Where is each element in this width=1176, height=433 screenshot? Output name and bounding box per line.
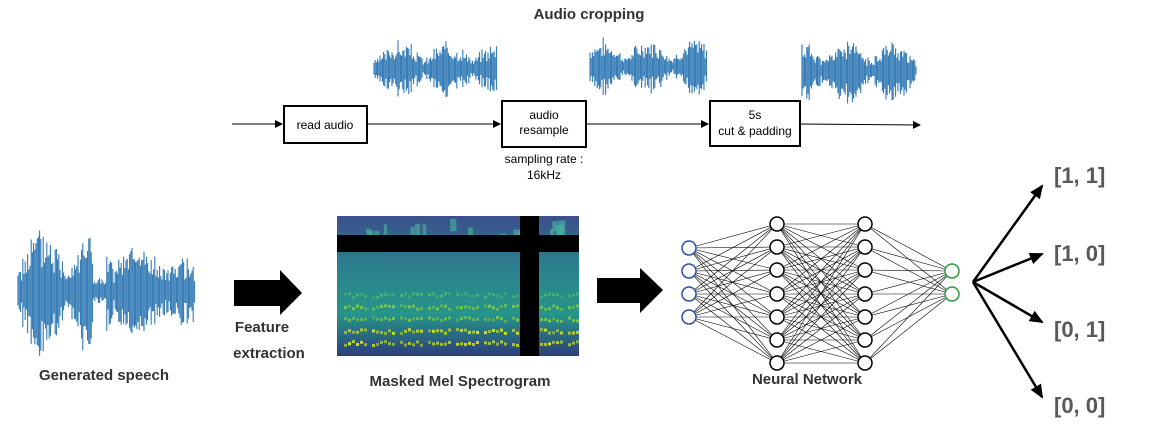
feature-label-1: Feature: [235, 319, 289, 336]
network-arrow-icon: [597, 268, 663, 313]
waveform-raw: [373, 40, 497, 98]
hidden-node: [857, 355, 873, 371]
output-arrow-1: [971, 184, 1044, 283]
cut-label-2: cut & padding: [718, 124, 791, 138]
neural-network: [681, 216, 960, 371]
network-connections: [688, 223, 953, 364]
output-arrow-2: [972, 252, 1044, 284]
waveform-cropped: [801, 41, 917, 104]
pipeline-waves: [373, 37, 917, 104]
hidden-node: [857, 262, 873, 278]
input-node: [681, 286, 697, 302]
hidden-node: [769, 262, 785, 278]
hidden-node: [857, 286, 873, 302]
output-node: [944, 263, 960, 279]
flow-arrow-out: [799, 120, 921, 129]
input-node: [681, 240, 697, 256]
feature-arrow-icon: [234, 270, 302, 315]
input-node: [681, 309, 697, 325]
resample-box: [501, 100, 587, 148]
hidden-node: [857, 332, 873, 348]
waveform-generated-speech: [17, 230, 195, 356]
pipeline-flow: read audio audio resample sampling rate …: [232, 100, 921, 182]
sampling-rate-label-1: sampling rate :: [505, 152, 584, 166]
resample-label-1: audio: [529, 108, 559, 122]
hidden-node: [769, 239, 785, 255]
time-mask: [520, 216, 539, 356]
hidden-node: [857, 309, 873, 325]
output-node: [944, 286, 960, 302]
output-label-4: [0, 0]: [1054, 393, 1105, 418]
hidden-node: [769, 309, 785, 325]
masked-mel-spectrogram: [337, 216, 579, 356]
cut-label-1: 5s: [749, 108, 762, 122]
output-label-3: [0, 1]: [1054, 317, 1105, 342]
audio-cropping-title: Audio cropping: [534, 6, 645, 23]
hidden-node: [769, 286, 785, 302]
output-arrows: [971, 184, 1044, 399]
input-node: [681, 263, 697, 279]
waveform-resampled: [589, 37, 707, 95]
output-label-1: [1, 1]: [1054, 163, 1105, 188]
hidden-node: [769, 355, 785, 371]
hidden-node: [857, 216, 873, 232]
network-label: Neural Network: [752, 371, 863, 388]
output-arrow-4: [971, 281, 1044, 399]
feature-label-2: extraction: [233, 345, 305, 362]
cut-padding-box: [709, 100, 801, 147]
output-arrow-3: [972, 280, 1044, 324]
read-audio-box: [283, 105, 368, 144]
resample-label-2: resample: [519, 123, 569, 137]
output-label-2: [1, 0]: [1054, 241, 1105, 266]
sampling-rate-label-2: 16kHz: [527, 168, 561, 182]
generated-speech-label: Generated speech: [39, 367, 169, 384]
hidden-node: [769, 332, 785, 348]
hidden-node: [769, 216, 785, 232]
read-audio-label: read audio: [297, 118, 354, 132]
frequency-mask: [337, 235, 579, 252]
spectrogram-label: Masked Mel Spectrogram: [370, 373, 551, 390]
hidden-node: [857, 239, 873, 255]
